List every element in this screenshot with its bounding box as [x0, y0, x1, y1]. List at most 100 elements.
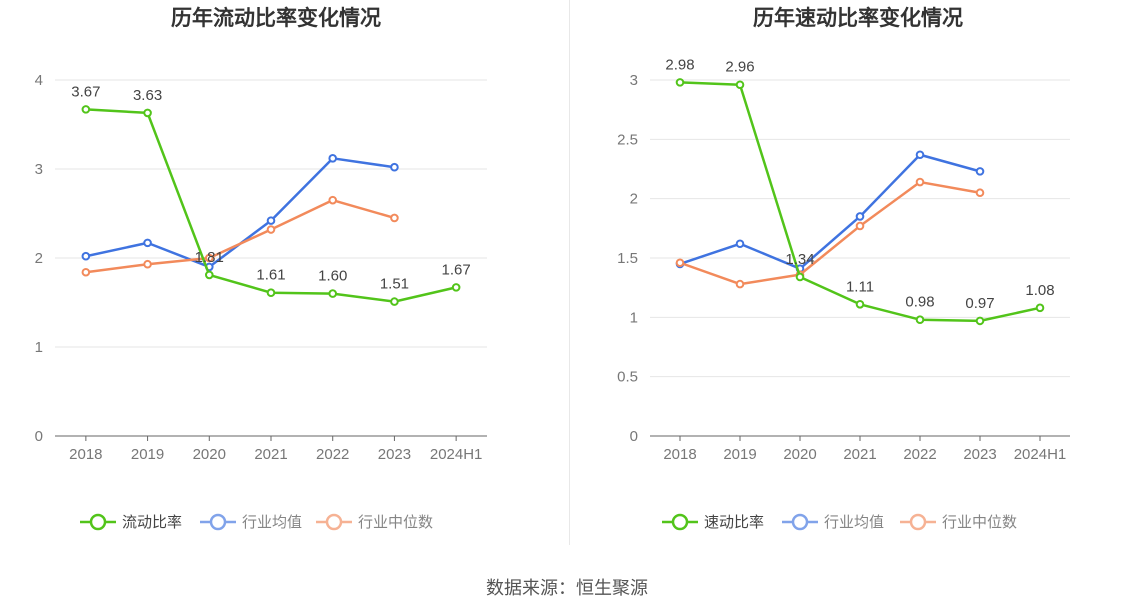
data-point: [328, 289, 338, 298]
data-point: [266, 288, 276, 298]
legend-item-1: 速动比率: [662, 513, 764, 531]
chart-title: 历年速动比率变化情况: [753, 6, 963, 30]
legend-marker: [671, 513, 689, 531]
y-tick-label: 0: [35, 428, 43, 445]
x-tick-label: 2018: [663, 446, 696, 463]
data-point: [915, 177, 925, 187]
data-point: [390, 297, 399, 306]
data-point: [390, 213, 399, 223]
data-point: [675, 78, 685, 87]
legend-item-3: 行业中位数: [316, 513, 433, 531]
series-line-2: [85, 157, 395, 269]
data-point: [1035, 303, 1045, 313]
data-point: [266, 216, 276, 225]
y-tick-label: 0: [630, 428, 638, 445]
data-point: [81, 251, 91, 261]
series-line-3: [679, 180, 981, 286]
y-tick-label: 2: [630, 191, 638, 208]
legend-marker: [909, 513, 927, 531]
data-label: 1.67: [442, 261, 471, 278]
y-tick-label: 1: [630, 309, 638, 326]
y-tick-label: 3: [35, 161, 43, 178]
x-tick-label: 2023: [963, 446, 996, 463]
legend-marker: [89, 513, 107, 531]
data-label: 1.11: [846, 278, 874, 295]
data-point: [81, 105, 91, 114]
y-tick-label: 2.5: [617, 131, 638, 148]
panel-divider: [569, 0, 570, 545]
chart-title: 历年流动比率变化情况: [171, 6, 381, 30]
data-label: 3.63: [133, 87, 162, 104]
data-point: [143, 238, 152, 248]
legend-item-2: 行业均值: [782, 513, 884, 531]
data-point: [143, 259, 152, 269]
series-line-2: [679, 153, 981, 270]
data-point: [204, 253, 214, 263]
legend-item-1: 流动比率: [80, 513, 182, 531]
data-point: [855, 212, 865, 221]
y-tick-label: 2: [35, 250, 43, 267]
data-label: 1.08: [1025, 282, 1054, 299]
data-source-label: 数据来源：恒生聚源: [486, 578, 648, 598]
data-point: [451, 283, 461, 292]
data-point: [735, 80, 745, 90]
x-tick-label: 2021: [843, 446, 876, 463]
data-point: [915, 315, 925, 325]
legend-label: 行业中位数: [942, 514, 1017, 531]
data-label: 1.34: [785, 251, 814, 268]
legend-label: 流动比率: [122, 514, 182, 531]
data-point: [390, 162, 399, 172]
data-label: 1.60: [318, 268, 347, 285]
legend-label: 行业均值: [824, 514, 884, 531]
chart-panel-1: 历年流动比率变化情况 0 1 2 3 4 2018 2019 2020 2021 2022 2023 2…: [35, 6, 487, 531]
legend-marker: [791, 513, 809, 531]
data-point: [855, 299, 865, 309]
data-point: [143, 108, 152, 118]
x-tick-label: 2024H1: [1014, 446, 1067, 463]
x-tick-label: 2020: [193, 446, 226, 463]
legend-label: 速动比率: [704, 514, 764, 531]
chart-canvas: 历年流动比率变化情况 0 1 2 3 4 2018 2019 2020 2021 2022 2023 2…: [35, 6, 1070, 531]
y-tick-label: 0.5: [617, 369, 638, 386]
legend-label: 行业均值: [242, 514, 302, 531]
x-tick-label: 2019: [723, 446, 756, 463]
data-point: [975, 188, 985, 198]
data-label: 3.67: [71, 83, 100, 100]
data-point: [855, 221, 865, 231]
data-label: 1.81: [195, 249, 224, 266]
y-tick-label: 1.5: [617, 250, 638, 267]
legend-marker: [325, 513, 343, 531]
data-label: 1.51: [380, 276, 409, 293]
data-point: [266, 225, 276, 234]
data-point: [204, 270, 214, 280]
y-tick-label: 3: [630, 72, 638, 89]
data-point: [735, 279, 745, 289]
data-point: [975, 167, 985, 176]
data-point: [675, 258, 685, 268]
x-tick-label: 2023: [378, 446, 411, 463]
y-tick-label: 4: [35, 72, 43, 89]
data-point: [975, 316, 985, 326]
data-label: 2.96: [725, 59, 754, 76]
legend-item-2: 行业均值: [200, 513, 302, 531]
legend-item-3: 行业中位数: [900, 513, 1017, 531]
data-point: [328, 154, 338, 163]
data-label: 2.98: [665, 56, 694, 73]
x-tick-label: 2021: [254, 446, 287, 463]
data-point: [795, 272, 805, 282]
data-point: [735, 239, 745, 249]
legend-marker: [209, 513, 227, 531]
data-point: [81, 267, 91, 277]
data-point: [328, 195, 338, 205]
x-tick-label: 2019: [131, 446, 164, 463]
x-tick-label: 2022: [903, 446, 936, 463]
legend-label: 行业中位数: [358, 514, 433, 531]
x-tick-label: 2020: [783, 446, 816, 463]
y-tick-label: 1: [35, 339, 43, 356]
x-tick-label: 2018: [69, 446, 102, 463]
chart-panel-2: 历年速动比率变化情况 0 0.5 1 1.5 2 2.5 3 2018 2019 2020 2021 2…: [617, 6, 1070, 531]
series-line-3: [85, 198, 395, 274]
data-label: 0.98: [905, 294, 934, 311]
data-label: 1.61: [256, 267, 285, 284]
data-point: [915, 150, 925, 160]
